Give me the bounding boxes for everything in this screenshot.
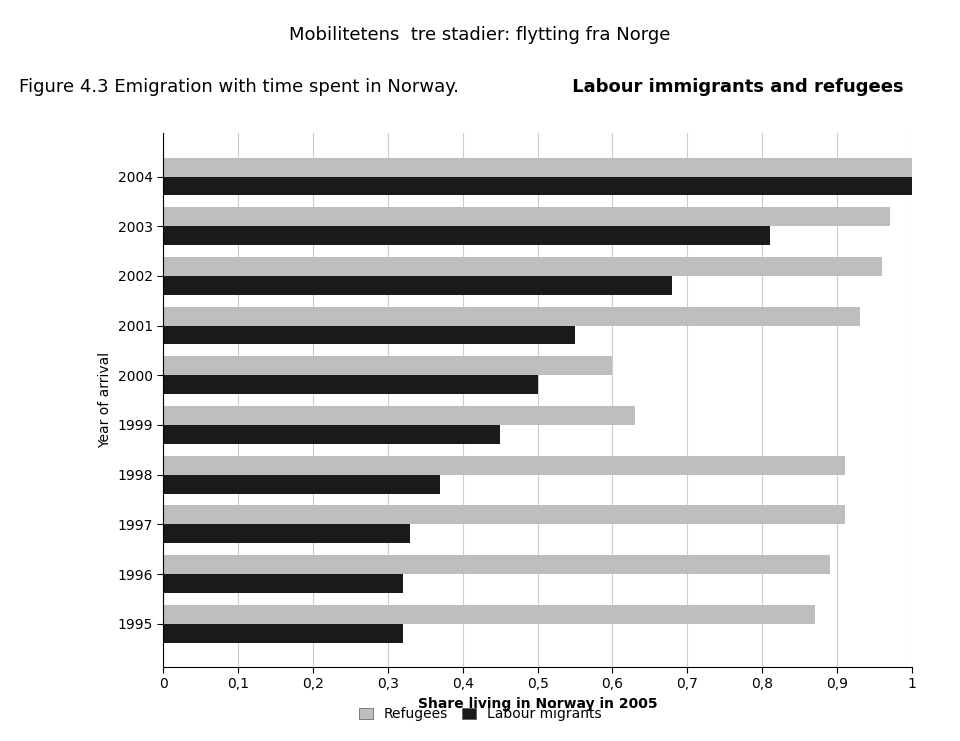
Bar (163, 425, 500, 444)
Bar (163, 325, 575, 345)
Bar (163, 257, 882, 276)
Bar (163, 456, 845, 475)
Bar (163, 406, 635, 425)
Text: Labour immigrants and refugees: Labour immigrants and refugees (566, 78, 904, 96)
Bar (163, 505, 845, 525)
Bar (163, 375, 538, 394)
Bar (163, 207, 890, 226)
Bar (163, 356, 612, 375)
Bar (163, 307, 859, 325)
Bar (163, 624, 403, 642)
Bar (163, 525, 410, 543)
Bar (163, 574, 403, 593)
Legend: Refugees, Labour migrants: Refugees, Labour migrants (353, 702, 607, 727)
Bar (163, 475, 441, 494)
Bar (163, 276, 672, 295)
Y-axis label: Year of arrival: Year of arrival (98, 352, 111, 448)
Bar (163, 158, 912, 176)
Bar (163, 555, 829, 574)
Bar (163, 226, 770, 245)
Text: Mobilitetens  tre stadier: flytting fra Norge: Mobilitetens tre stadier: flytting fra N… (289, 26, 671, 44)
Bar (163, 176, 912, 196)
X-axis label: Share living in Norway in 2005: Share living in Norway in 2005 (418, 697, 658, 711)
Text: Figure 4.3 Emigration with time spent in Norway.: Figure 4.3 Emigration with time spent in… (19, 78, 459, 96)
Bar (163, 605, 815, 624)
